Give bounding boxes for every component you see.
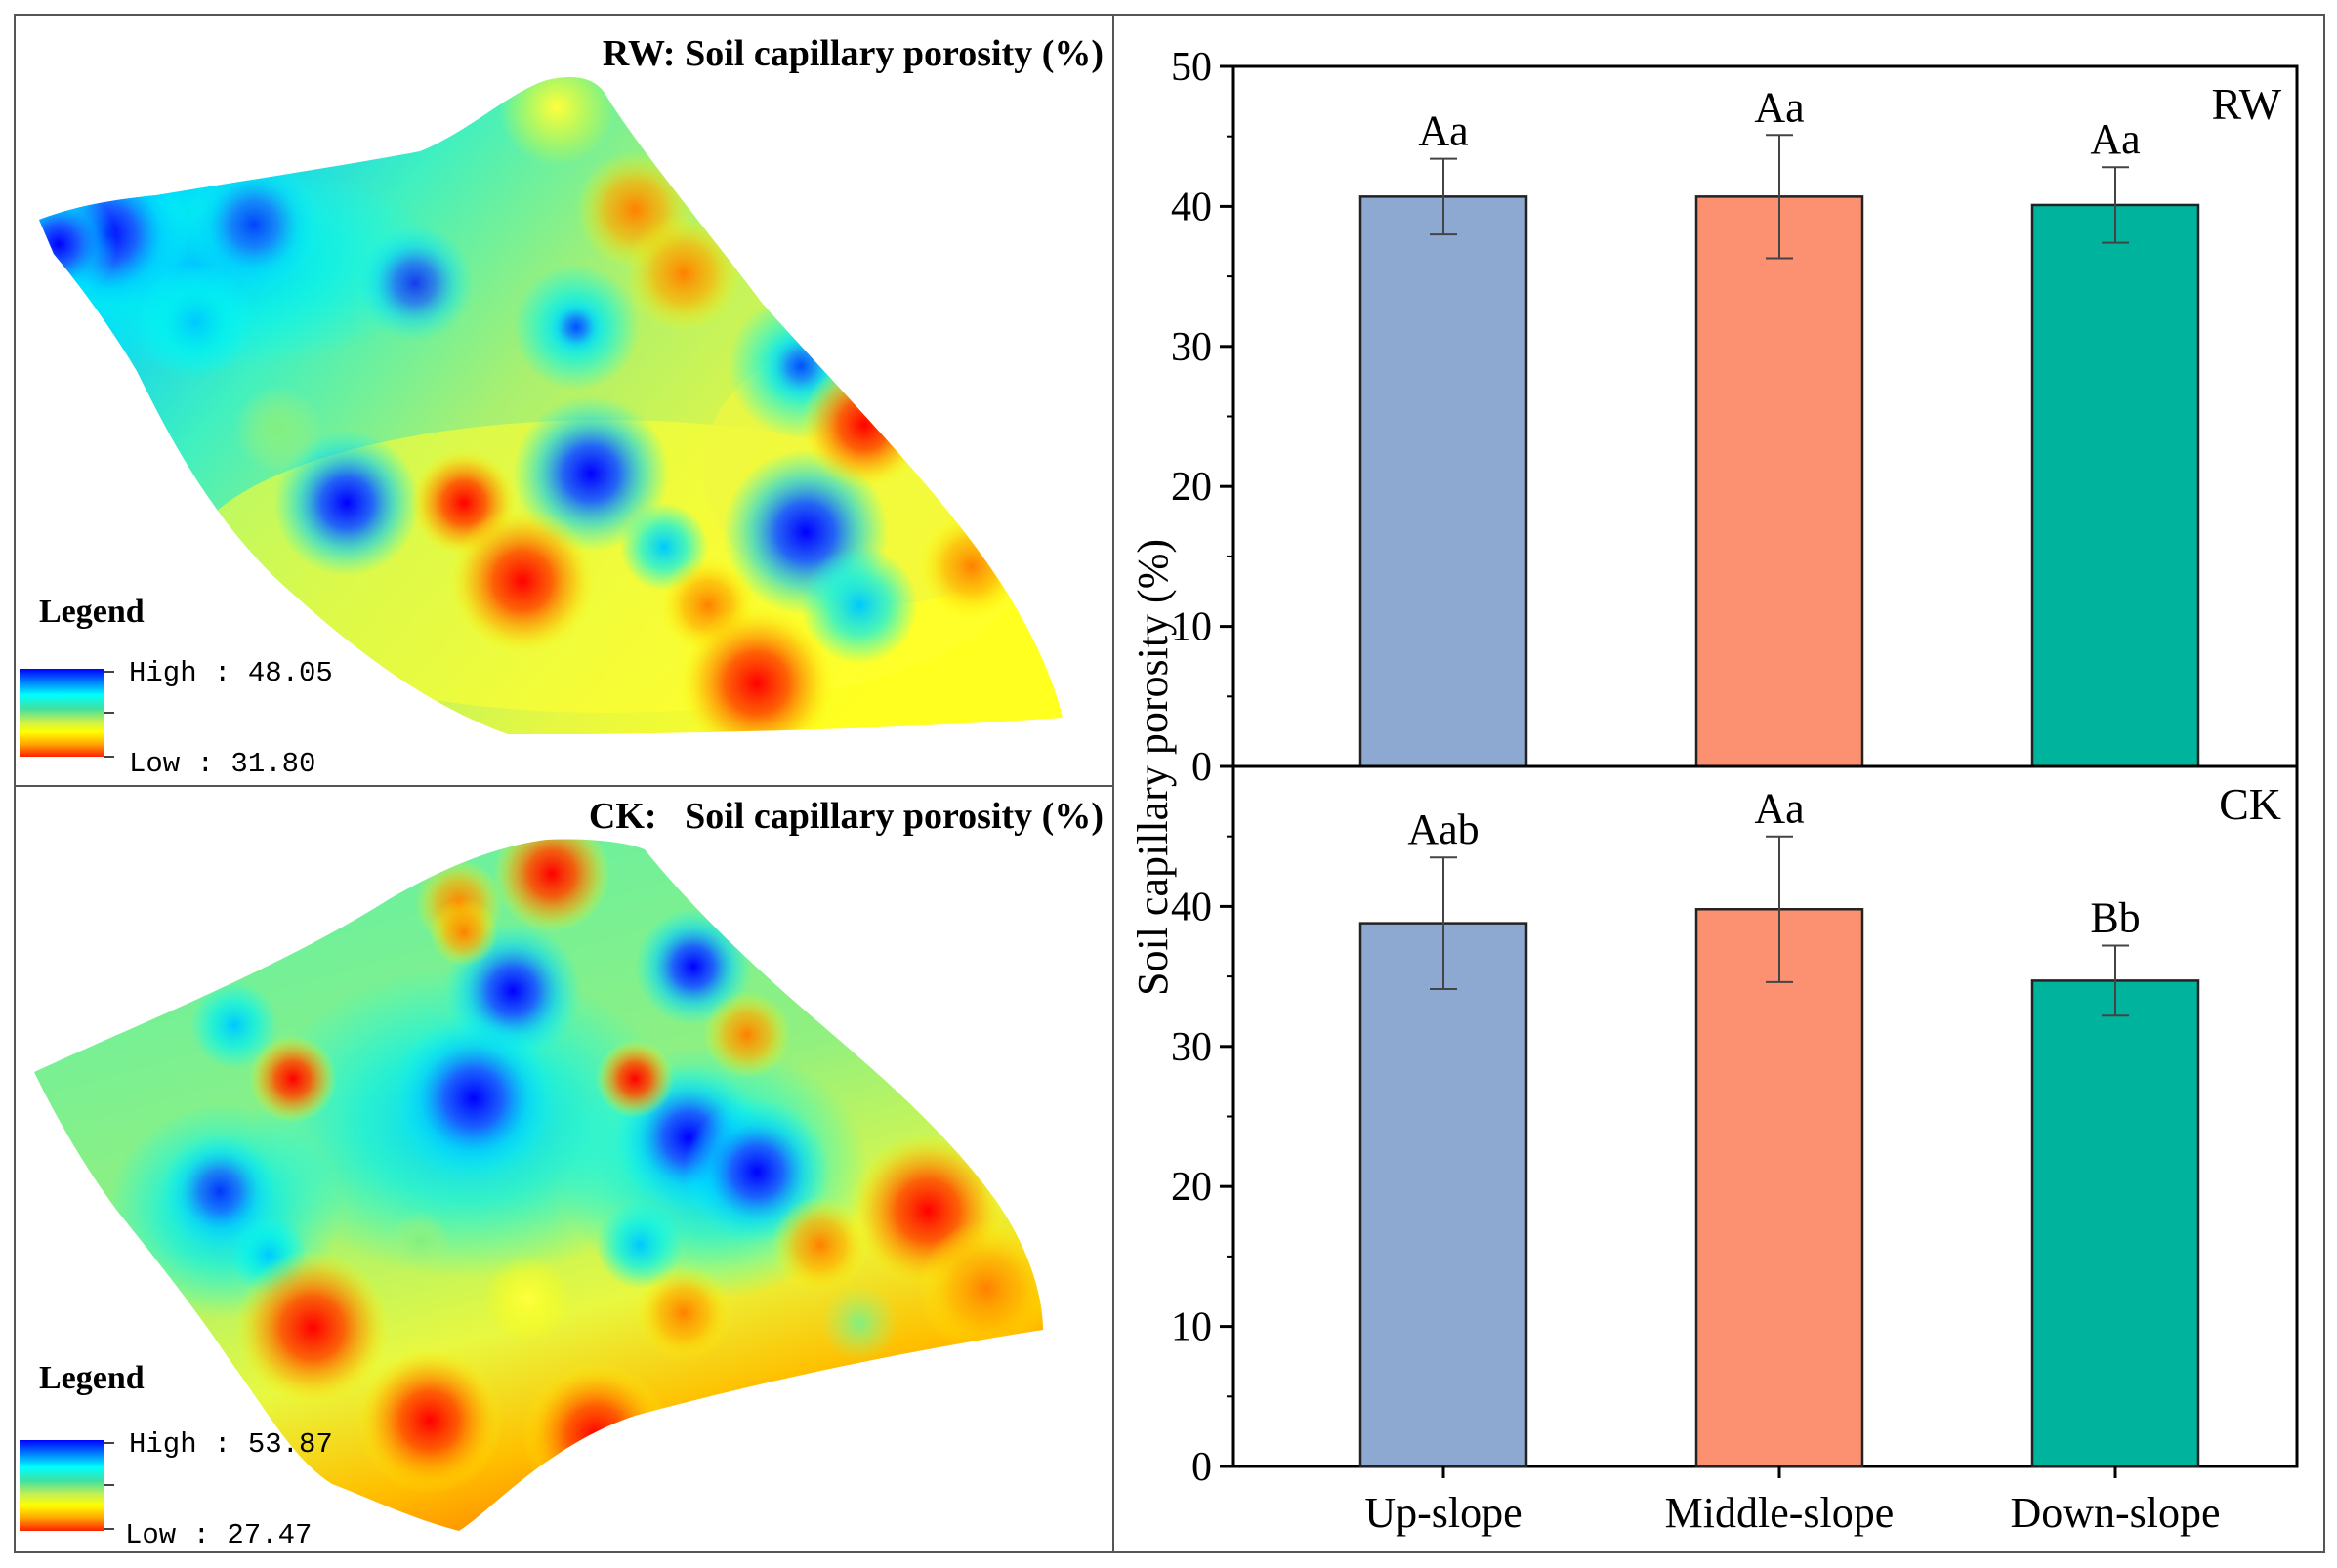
bar-middle-slope (1694, 195, 1864, 768)
rw-map: RW: Soil capillary porosity (%) Legend H… (20, 33, 1104, 780)
ck-legend-title: Legend (39, 1360, 145, 1396)
significance-label: Aa (1418, 107, 1468, 155)
rw-bar-chart: 0 10 20 30 40 50 RW Aa Aa Aa (1171, 45, 2299, 790)
y-tick-label: 20 (1171, 465, 1212, 510)
y-tick-label: 30 (1171, 1025, 1212, 1070)
y-tick-label: 0 (1191, 745, 1212, 790)
significance-label: Aa (1754, 785, 1804, 833)
ck-legend-high: High : 53.87 (129, 1428, 333, 1461)
y-tick-label: 50 (1171, 45, 1212, 90)
figure-frame (14, 14, 2325, 1553)
significance-label: Aa (1754, 83, 1804, 131)
bar-middle-slope (1694, 908, 1864, 1468)
rw-legend-title: Legend (39, 594, 145, 630)
y-tick-label: 0 (1191, 1445, 1212, 1490)
ck-legend-ramp (20, 1440, 104, 1531)
y-tick-label: 10 (1171, 605, 1212, 650)
bar-charts: 0 10 20 30 40 50 RW Aa Aa Aa 0 10 20 30 40 CK Aab Up-slo… (1129, 45, 2299, 1537)
bar-down-slope (2030, 979, 2200, 1468)
rw-map-title: RW: Soil capillary porosity (%) (603, 33, 1104, 74)
rw-legend-ramp (20, 669, 104, 757)
rw-legend-low: Low : 31.80 (129, 748, 315, 780)
bar-down-slope (2030, 203, 2200, 768)
ck-bar-chart: 0 10 20 30 40 CK Aab Up-slope Aa Middle-slope Bb Do… (1171, 764, 2299, 1537)
y-tick-label: 20 (1171, 1165, 1212, 1210)
ck-legend-low: Low : 27.47 (125, 1519, 312, 1551)
rw-legend-high: High : 48.05 (129, 657, 333, 689)
x-tick-label: Middle-slope (1665, 1489, 1895, 1537)
significance-label: Bb (2090, 894, 2140, 942)
significance-label: Aab (1407, 805, 1479, 853)
panel-label-ck: CK (2219, 779, 2281, 829)
panel-label-rw: RW (2211, 79, 2281, 129)
y-tick-label: 10 (1171, 1305, 1212, 1350)
bar-up-slope (1358, 922, 1528, 1468)
ck-map: CK: Soil capillary porosity (%) Legend H… (20, 796, 1104, 1551)
x-tick-label: Up-slope (1364, 1489, 1522, 1537)
significance-label: Aa (2090, 115, 2140, 163)
bar-up-slope (1358, 195, 1528, 768)
x-tick-label: Down-slope (2010, 1489, 2220, 1537)
y-tick-label: 30 (1171, 325, 1212, 370)
y-axis-label: Soil capillary porosity (%) (1129, 539, 1177, 996)
ck-map-title: CK: Soil capillary porosity (%) (589, 796, 1104, 837)
y-tick-label: 40 (1171, 185, 1212, 229)
y-tick-label: 40 (1171, 885, 1212, 929)
